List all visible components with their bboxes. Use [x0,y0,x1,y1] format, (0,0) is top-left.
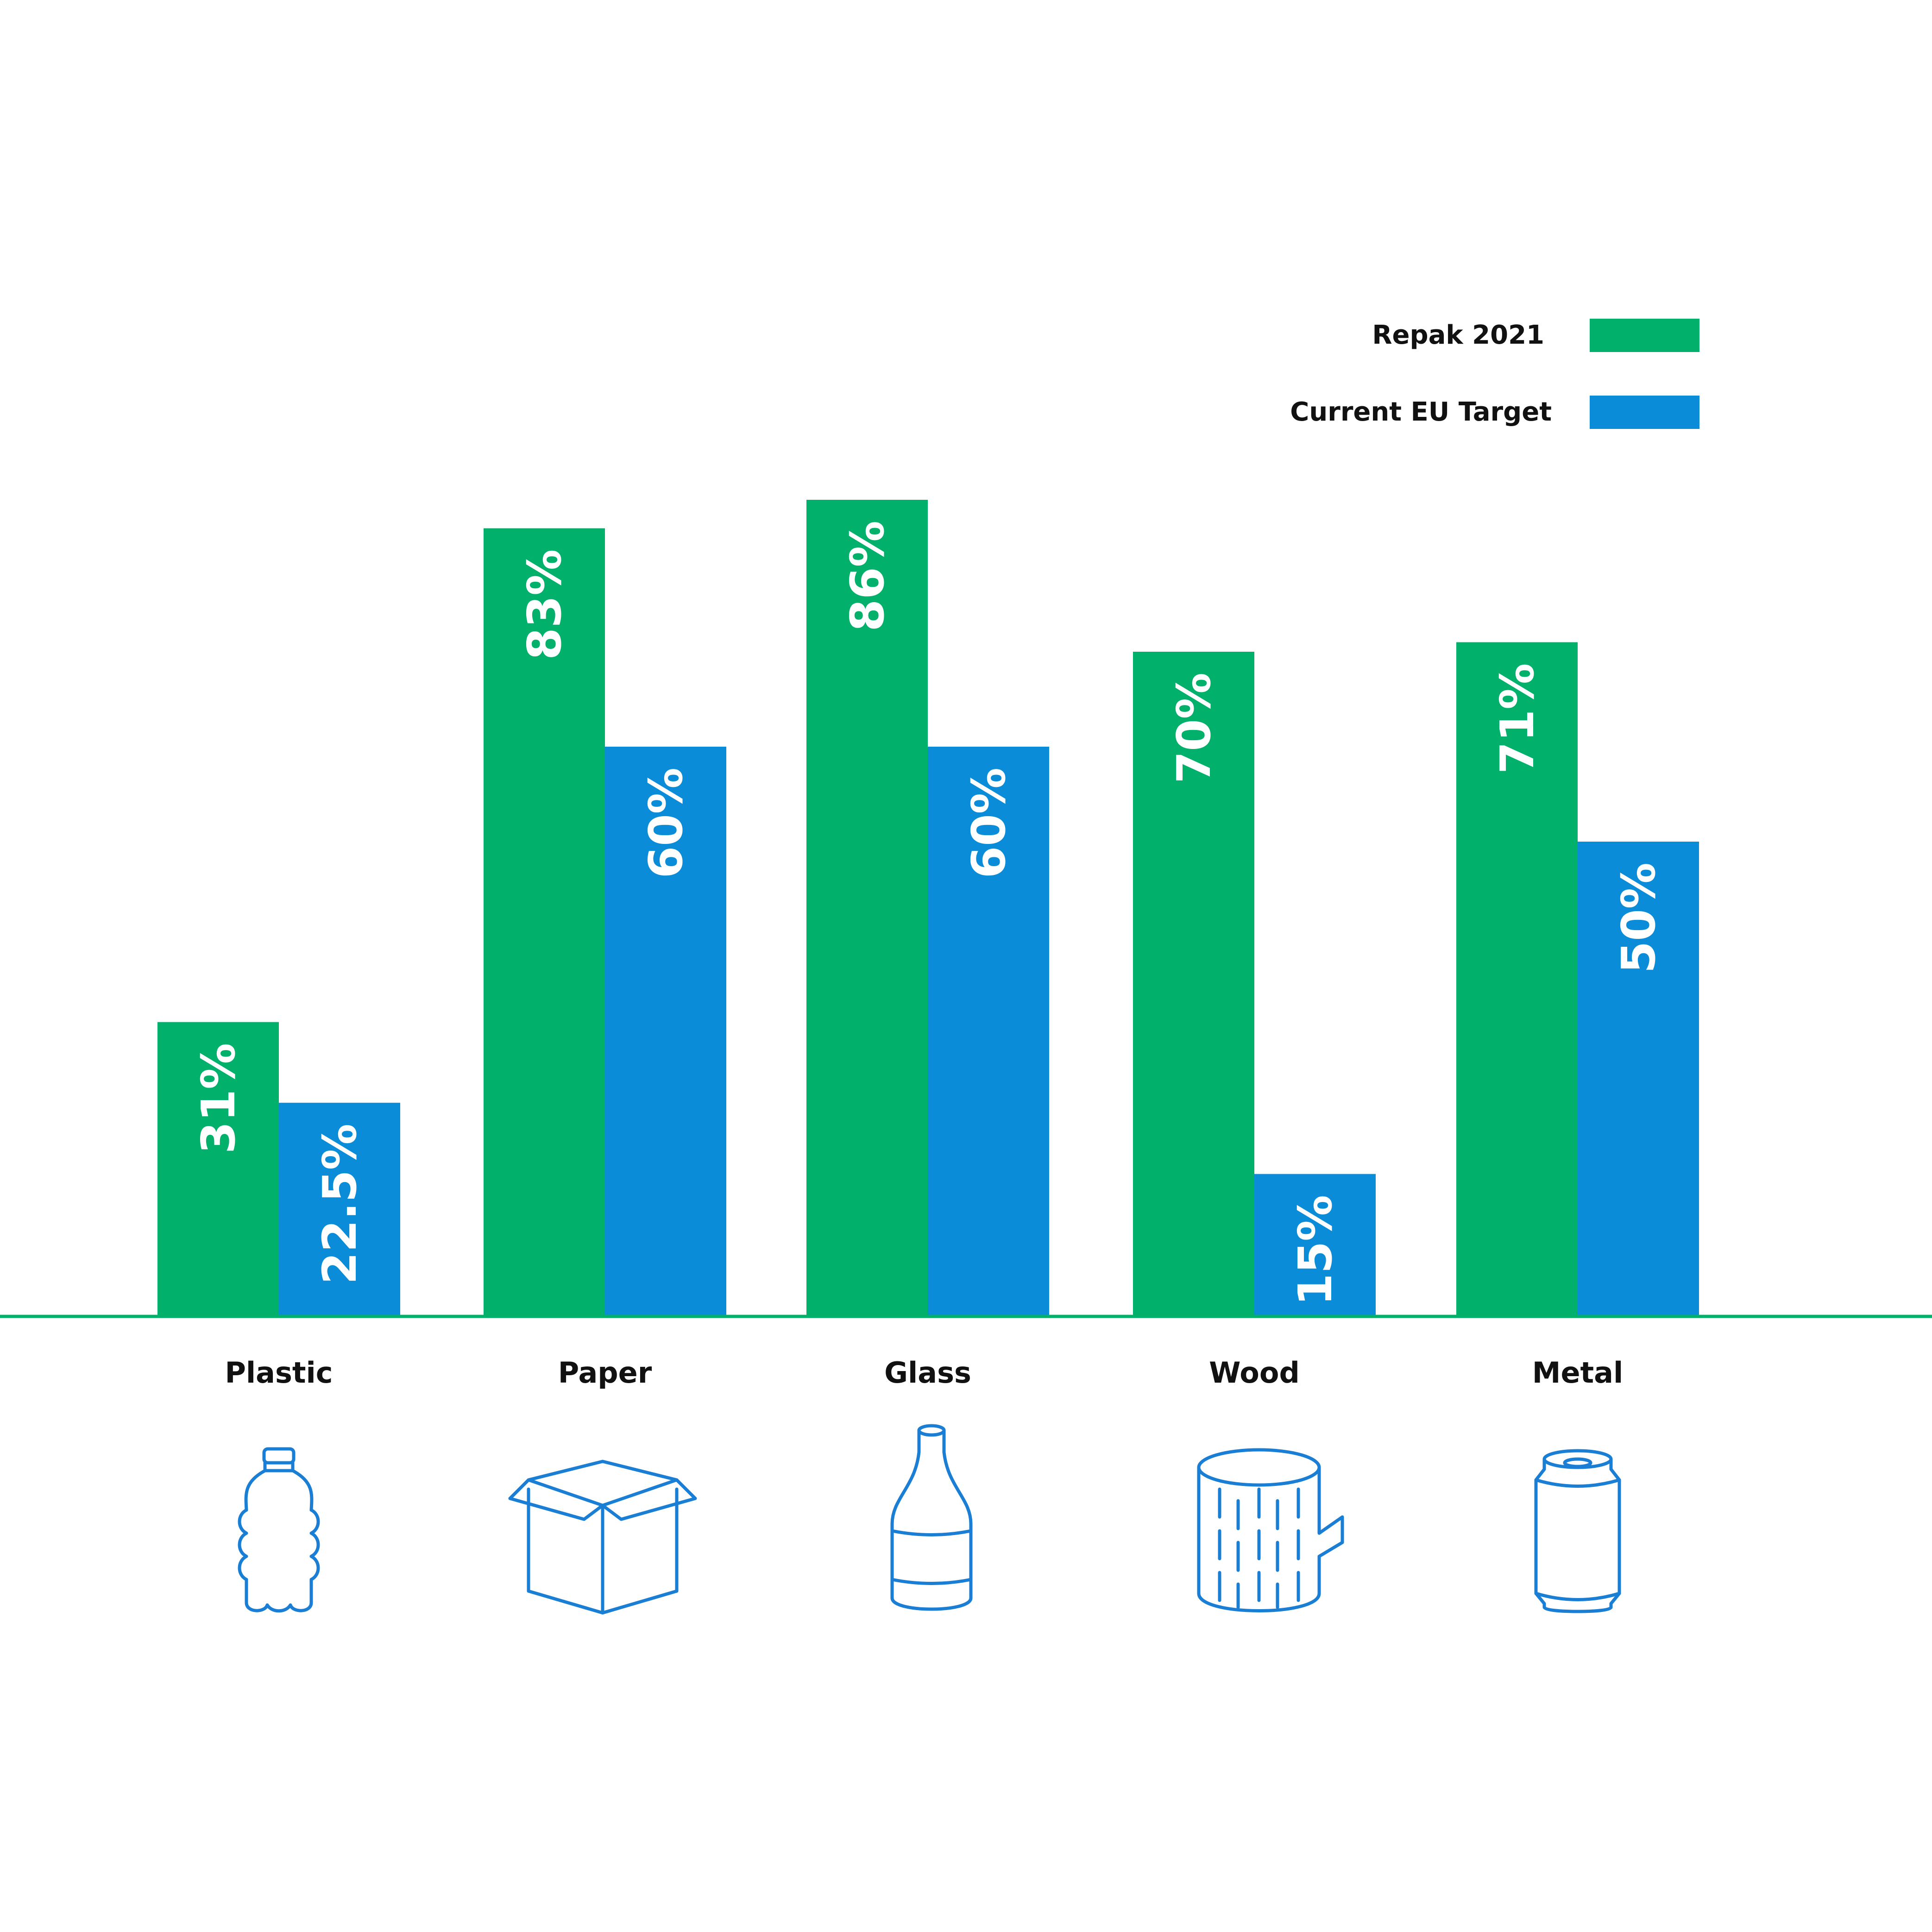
legend-swatch-current-eu-target [1590,396,1699,429]
category-label-wood: Wood [1209,1356,1300,1390]
bar-label-wood-eu-target: 15% [1288,1195,1342,1306]
plastic-bottle-icon [238,1447,320,1613]
bar-label-plastic-repak-2021: 31% [191,1043,245,1154]
bar-label-glass-eu-target: 60% [962,768,1016,878]
bar-label-wood-repak-2021: 70% [1167,673,1221,783]
category-label-metal: Metal [1532,1356,1623,1390]
category-label-glass: Glass [884,1356,971,1390]
category-label-plastic: Plastic [225,1356,333,1390]
bar-plastic-eu-target [279,1102,400,1316]
bar-paper-repak-2021 [484,528,605,1316]
bar-label-metal-eu-target: 50% [1611,862,1666,973]
bar-label-paper-repak-2021: 83% [517,549,572,660]
category-label-paper: Paper [558,1356,652,1390]
category-labels-group: Plastic Paper Glass Wood Metal [225,1356,1623,1390]
bar-label-glass-repak-2021: 86% [840,521,894,631]
legend-label-current-eu-target: Current EU Target [1290,397,1552,427]
bar-paper-eu-target [605,747,726,1316]
metal-can-icon [1534,1449,1621,1613]
category-icons-group [238,1424,1621,1615]
glass-bottle-icon [890,1424,973,1611]
bar-label-paper-eu-target: 60% [639,768,693,878]
bar-metal-eu-target [1578,842,1699,1316]
legend-swatch-repak-2021 [1590,319,1699,352]
chart-legend: Repak 2021 Current EU Target [1290,319,1699,429]
bar-label-plastic-eu-target: 22.5% [313,1124,367,1284]
bar-wood-repak-2021 [1133,652,1254,1316]
bar-label-metal-repak-2021: 71% [1490,663,1544,774]
bar-glass-eu-target [928,747,1049,1316]
legend-label-repak-2021: Repak 2021 [1372,320,1544,350]
bar-metal-repak-2021 [1456,642,1578,1316]
bar-labels-group: 31% 22.5% 83% 60% 86% 60% 70% 15% 71% 50% [191,521,1666,1306]
wood-log-icon [1197,1448,1344,1612]
bar-wood-eu-target [1254,1174,1376,1316]
bar-glass-repak-2021 [806,500,928,1316]
cardboard-box-icon [508,1460,697,1615]
bars-group [157,500,1699,1316]
bar-plastic-repak-2021 [157,1022,279,1316]
